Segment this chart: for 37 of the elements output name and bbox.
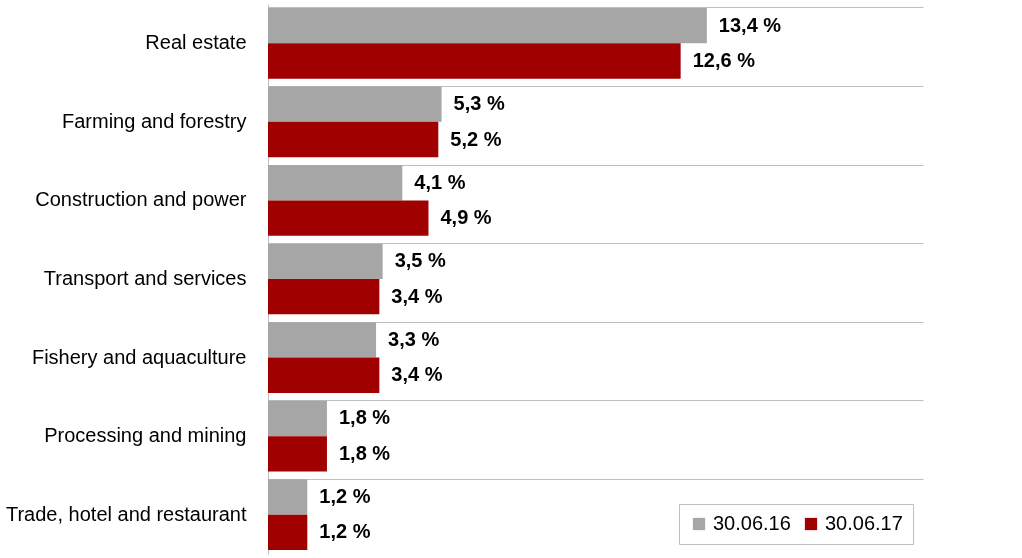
data-label: 3,3 % <box>388 327 440 350</box>
data-label: 5,2 % <box>450 127 502 150</box>
y-tick-label: Construction and power <box>35 188 247 211</box>
bar <box>268 357 380 393</box>
data-label: 3,4 % <box>391 363 443 386</box>
bar <box>268 121 439 158</box>
y-tick-label: Transport and services <box>43 267 247 289</box>
y-tick-label: Trade, hotel and restaurant <box>5 502 247 525</box>
bar <box>268 322 377 358</box>
y-tick-label: Real estate <box>145 31 247 54</box>
bar <box>268 400 327 437</box>
y-tick-label: Fishery and aquaculture <box>31 345 247 368</box>
data-label: 4,9 % <box>440 206 492 229</box>
data-label: 4,1 % <box>414 170 466 193</box>
data-label: 3,4 % <box>391 284 443 307</box>
bar <box>268 479 308 515</box>
data-label: 1,2 % <box>319 485 371 508</box>
data-label: 1,2 % <box>319 520 371 543</box>
data-label: 1,8 % <box>338 406 391 429</box>
data-label: 5,3 % <box>453 92 505 115</box>
data-label: 12,6 % <box>692 48 756 71</box>
bar <box>268 86 442 122</box>
bar <box>268 279 380 315</box>
legend-label: 30.06.17 <box>825 512 903 534</box>
bar <box>268 7 707 44</box>
data-label: 1,8 % <box>338 441 391 464</box>
y-tick-label: Processing and mining <box>44 424 247 447</box>
bar <box>268 200 429 236</box>
bar <box>268 243 383 279</box>
data-label: 3,5 % <box>394 249 446 272</box>
bar <box>268 436 327 472</box>
bar <box>268 43 681 79</box>
bar <box>268 514 308 551</box>
legend-label: 30.06.16 <box>713 512 791 534</box>
bar <box>268 165 403 201</box>
data-label: 13,4 % <box>718 13 782 36</box>
y-tick-label: Farming and forestry <box>61 109 247 132</box>
